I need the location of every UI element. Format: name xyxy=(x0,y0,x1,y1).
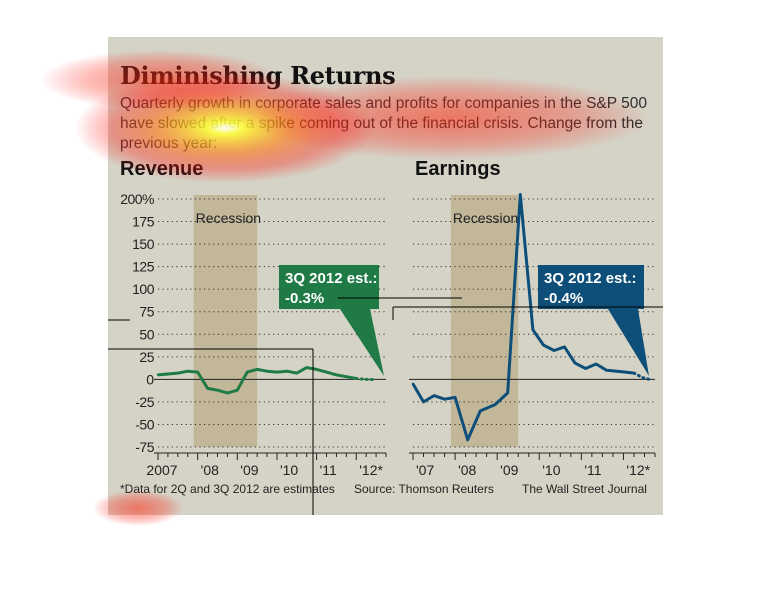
callout-box xyxy=(538,265,644,309)
y-tick-label: 200% xyxy=(120,191,154,207)
y-tick-label: 125 xyxy=(132,259,155,275)
data-point xyxy=(493,403,497,406)
data-point xyxy=(584,367,587,370)
callout-pointer xyxy=(340,309,384,376)
data-point xyxy=(615,370,619,373)
data-point xyxy=(563,345,566,349)
data-point xyxy=(432,394,436,397)
callout-label: 3Q 2012 est.: xyxy=(544,270,637,287)
x-tick-label: '12* xyxy=(359,462,383,478)
data-point xyxy=(506,391,509,395)
x-tick-label: '08 xyxy=(458,462,476,478)
data-point xyxy=(176,371,180,375)
callout-box xyxy=(279,265,379,309)
x-tick-label: '10 xyxy=(280,462,298,478)
data-point xyxy=(305,366,308,369)
y-tick-label: 150 xyxy=(132,236,155,252)
data-point xyxy=(479,409,482,413)
estimate-line xyxy=(632,371,653,382)
data-point xyxy=(166,372,170,376)
data-point xyxy=(624,370,627,374)
data-point xyxy=(265,370,269,373)
data-point xyxy=(466,438,469,441)
data-point xyxy=(542,343,545,347)
data-point xyxy=(216,388,219,392)
data-point xyxy=(519,193,522,196)
data-point xyxy=(573,361,577,365)
credit-note: The Wall Street Journal xyxy=(522,482,647,496)
data-point xyxy=(411,382,415,386)
footnote: *Data for 2Q and 3Q 2012 are estimates xyxy=(120,482,335,496)
y-tick-label: -25 xyxy=(135,394,154,410)
data-point xyxy=(255,368,259,371)
data-point xyxy=(295,371,298,375)
chart-svg: Recession 200% 175 150 125 100 75 50 25 -25 -50 -75… xyxy=(120,191,656,478)
data-point xyxy=(186,370,189,373)
callout-label: 3Q 2012 est.: xyxy=(285,270,378,287)
x-tick-label: '11 xyxy=(584,462,601,478)
x-tick-label: '09 xyxy=(500,462,518,478)
earnings-panel-title: Earnings xyxy=(415,158,501,180)
data-point xyxy=(335,373,338,377)
recession-band xyxy=(450,195,519,447)
y-tick-label: 50 xyxy=(139,326,154,342)
data-point xyxy=(605,369,608,372)
x-tick-label: '07 xyxy=(416,462,434,478)
x-tick-label: 2007 xyxy=(146,462,177,478)
y-tick-label: 0 xyxy=(146,371,154,387)
data-point xyxy=(315,368,318,371)
data-point xyxy=(196,370,199,374)
recession-band xyxy=(193,195,258,447)
data-point xyxy=(531,328,535,331)
callout-value: -0.4% xyxy=(544,290,583,307)
x-tick-label: '11 xyxy=(320,462,337,478)
data-point xyxy=(285,370,289,373)
data-point xyxy=(206,387,209,390)
data-point xyxy=(226,391,229,395)
x-tick-label: '10 xyxy=(542,462,560,478)
y-tick-label: -50 xyxy=(135,416,154,432)
data-point xyxy=(345,375,348,378)
x-tick-label: '08 xyxy=(201,462,219,478)
data-point xyxy=(275,370,279,374)
source-note: Source: Thomson Reuters xyxy=(354,482,494,496)
callout-value: -0.3% xyxy=(285,290,324,307)
data-point xyxy=(594,362,598,366)
recession-label: Recession xyxy=(196,210,261,226)
y-tick-label: -75 xyxy=(135,439,154,455)
series-line xyxy=(411,193,635,442)
callout-pointer xyxy=(608,309,649,376)
y-tick-label: 175 xyxy=(132,214,155,230)
y-tick-label: 100 xyxy=(132,281,155,297)
y-tick-label: 25 xyxy=(139,349,154,365)
data-point xyxy=(325,370,328,374)
x-tick-label: '12* xyxy=(626,462,650,478)
data-point xyxy=(156,373,160,377)
data-point xyxy=(422,400,425,404)
chart-figure: Diminishing Returns Quarterly growth in … xyxy=(108,37,663,515)
estimate-line xyxy=(354,377,378,382)
data-point xyxy=(236,388,239,392)
data-point xyxy=(552,349,556,352)
data-point xyxy=(453,396,457,399)
recession-label: Recession xyxy=(453,210,518,226)
y-tick-label: 75 xyxy=(139,304,154,320)
data-point xyxy=(443,398,446,401)
data-point xyxy=(246,370,249,374)
x-tick-label: '09 xyxy=(240,462,258,478)
